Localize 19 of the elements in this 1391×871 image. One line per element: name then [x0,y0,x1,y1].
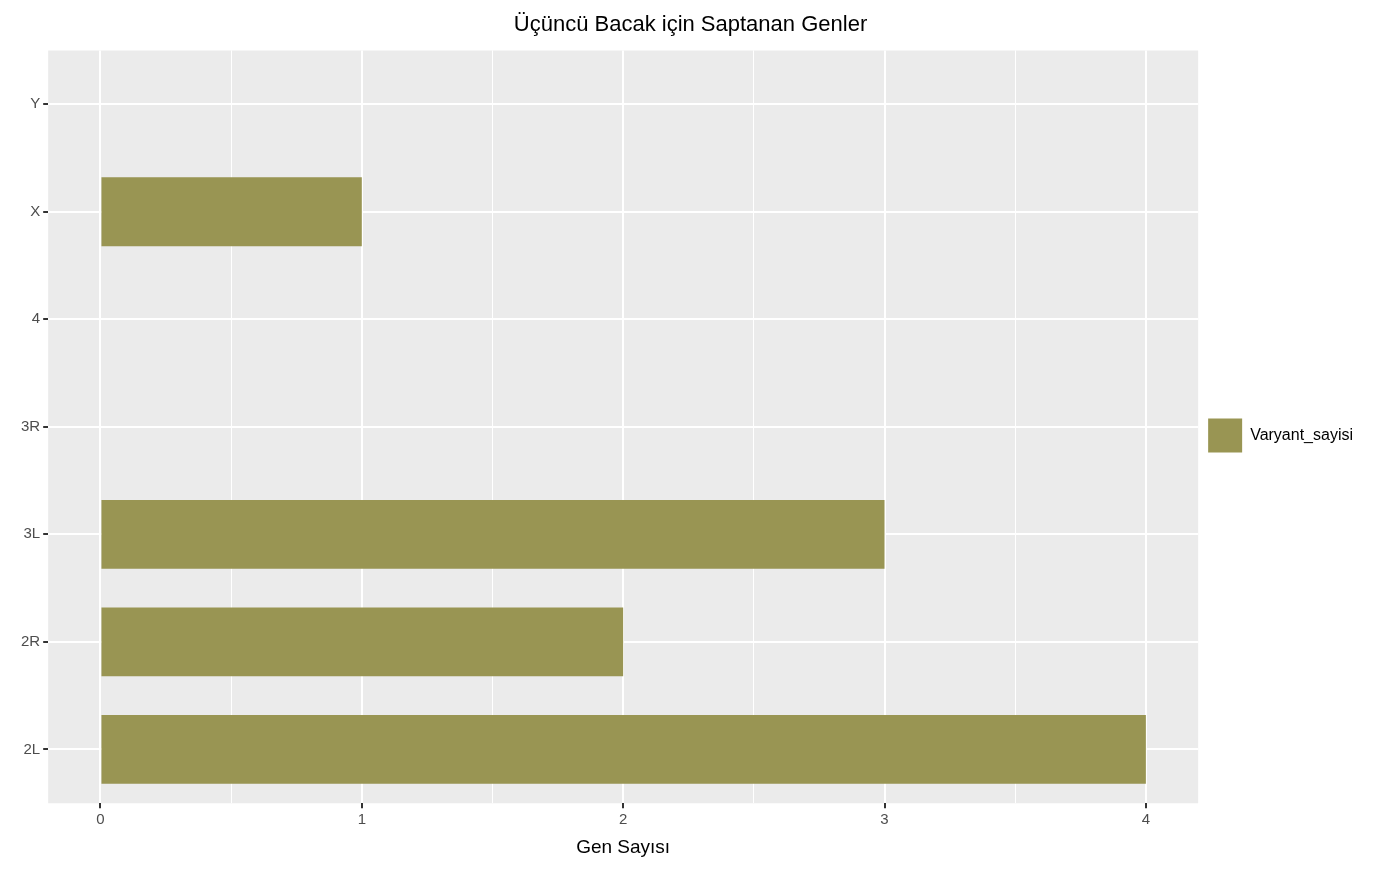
y-tick-label: 2R [20,632,41,650]
bar [101,607,624,677]
y-tick-label: 3L [23,524,41,542]
y-tick-label: 4 [31,309,41,327]
x-tick-label: 1 [357,810,366,828]
x-axis-title: Gen Sayısı [576,835,671,857]
bar [101,715,1146,784]
y-tick-label: Y [30,94,41,112]
bar [101,499,885,569]
y-tick-label: 2L [23,739,41,757]
x-tick-label: 0 [96,810,105,828]
y-tick-label: 3R [20,416,41,434]
y-tick-label: X [30,201,41,219]
x-tick-label: 4 [1141,810,1151,828]
bar [101,177,362,247]
legend-label: Varyant_sayisi [1250,425,1353,444]
chart-title: Üçüncü Bacak için Saptanan Genler [513,11,868,37]
x-tick-label: 2 [618,810,628,828]
x-tick-label: 3 [880,810,889,828]
